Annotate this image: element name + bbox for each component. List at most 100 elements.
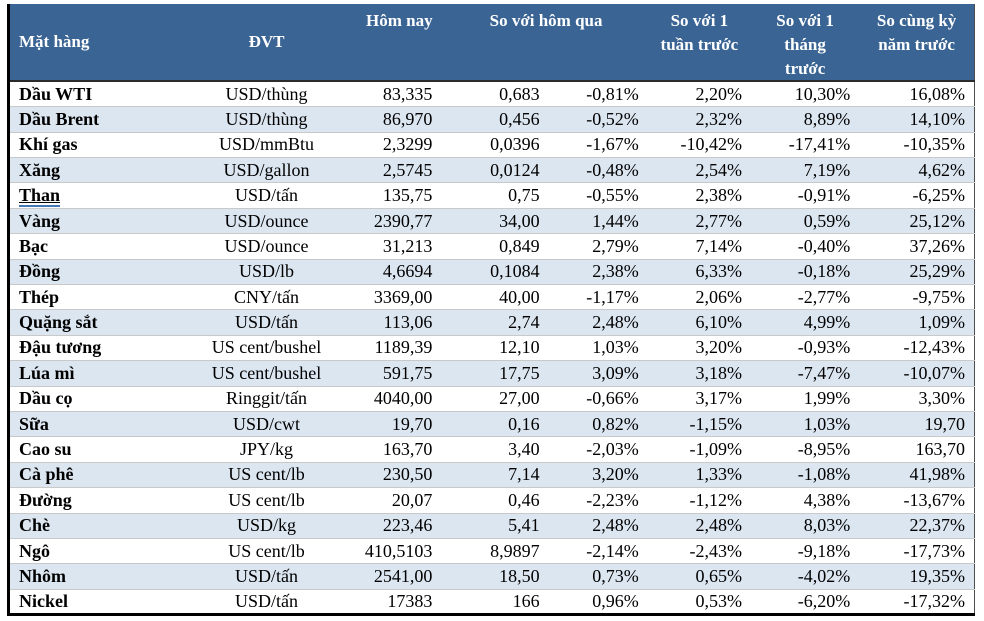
change-abs-cell: 0,1084: [444, 258, 549, 285]
change-abs-cell: 17,75: [444, 360, 549, 387]
vs-year-cell: 163,70: [859, 436, 975, 463]
col-header-vs-month: So với 1 tháng trước: [750, 4, 860, 83]
vs-month-cell: 7,19%: [750, 157, 860, 183]
unit-cell: USD/kg: [178, 512, 355, 539]
vs-year-cell: 22,37%: [859, 512, 975, 539]
vs-month-cell: -7,47%: [750, 360, 860, 387]
commodity-cell: Ngô: [8, 537, 179, 564]
vs-month-cell: 8,03%: [750, 512, 860, 539]
vs-week-cell: 2,54%: [647, 157, 751, 183]
commodity-cell: Than: [8, 182, 179, 209]
vs-month-cell: -0,91%: [750, 182, 860, 209]
today-cell: 1189,39: [354, 334, 445, 361]
change-abs-cell: 27,00: [444, 385, 549, 412]
today-cell: 17383: [354, 588, 445, 615]
today-cell: 223,46: [354, 512, 445, 539]
commodity-cell: Nickel: [8, 588, 179, 615]
commodity-label: Nickel: [19, 590, 68, 611]
vs-year-cell: 14,10%: [859, 106, 975, 133]
change-pct-cell: 0,73%: [548, 563, 648, 590]
col-header-today: Hôm nay: [354, 4, 445, 83]
change-abs-cell: 0,75: [444, 182, 549, 209]
commodity-label: Đồng: [19, 261, 61, 282]
vs-week-cell: 3,20%: [647, 334, 751, 361]
change-pct-cell: -2,14%: [548, 537, 648, 564]
change-pct-cell: -0,66%: [548, 385, 648, 412]
commodity-cell: Dầu WTI: [9, 81, 179, 106]
unit-cell: US cent/lb: [178, 537, 355, 564]
change-pct-cell: -2,03%: [548, 436, 648, 463]
vs-year-cell: -13,67%: [859, 487, 975, 514]
vs-week-cell: -1,15%: [647, 410, 751, 437]
change-abs-cell: 0,456: [444, 106, 549, 133]
change-pct-cell: -2,23%: [548, 487, 648, 514]
commodity-label: Sữa: [19, 413, 49, 434]
vs-year-cell: -17,32%: [859, 588, 975, 615]
vs-year-cell: 3,30%: [859, 385, 975, 412]
vs-week-cell: 2,38%: [647, 182, 751, 209]
col-header-commodity: Mặt hàng: [8, 4, 179, 83]
commodity-label: Nhôm: [19, 566, 67, 586]
change-pct-cell: 1,44%: [548, 207, 648, 234]
commodity-cell: Đường: [8, 487, 179, 514]
unit-cell: USD/thùng: [225, 83, 308, 104]
change-abs-cell: 12,10: [444, 334, 549, 361]
today-cell: 591,75: [354, 360, 445, 387]
today-cell: 163,70: [354, 436, 445, 463]
unit-cell: US cent/lb: [178, 461, 355, 488]
vs-year-cell: -17,73%: [859, 537, 975, 564]
vs-month-cell: -0,93%: [750, 334, 860, 361]
commodity-cell: Quặng sắt: [8, 309, 179, 336]
col-header-vs-week: So với 1 tuần trước: [647, 4, 751, 83]
table-row: Sữa USD/cwt 19,70 0,16 0,82% -1,15% 1,03…: [8, 410, 975, 437]
commodity-cell: Bạc: [8, 233, 179, 260]
change-pct-cell: -1,67%: [548, 131, 648, 158]
table-row: Đường US cent/lb 20,07 0,46 -2,23% -1,12…: [8, 487, 975, 514]
commodity-label: Chè: [19, 515, 50, 536]
change-abs-cell: 0,849: [444, 233, 549, 260]
vs-week-cell: -1,12%: [647, 487, 751, 514]
change-pct-cell: 2,48%: [548, 512, 648, 539]
commodity-label: Thép: [19, 286, 60, 307]
vs-week-cell: -1,09%: [647, 436, 751, 463]
vs-week-cell: 2,20%: [695, 83, 742, 104]
today-cell: 2,5745: [354, 157, 445, 183]
commodity-cell: Xăng: [8, 157, 179, 183]
table-row: Thép CNY/tấn 3369,00 40,00 -1,17% 2,06% …: [8, 284, 975, 310]
vs-month-cell: -4,02%: [750, 563, 860, 590]
today-cell: 86,970: [354, 106, 445, 133]
change-abs-cell: 166: [444, 588, 549, 615]
commodity-label: Đậu tương: [19, 337, 102, 358]
table-row: Cà phê US cent/lb 230,50 7,14 3,20% 1,33…: [8, 461, 975, 488]
vs-month-cell: -6,20%: [750, 588, 860, 615]
table-row: Đậu tương US cent/bushel 1189,39 12,10 1…: [8, 334, 975, 361]
today-cell: 113,06: [354, 309, 445, 336]
table-row: Đồng USD/lb 4,6694 0,1084 2,38% 6,33% -0…: [8, 258, 975, 285]
header-row: Mặt hàng ĐVT Hôm nay So với hôm qua So v…: [8, 4, 975, 83]
commodity-cell: Khí gas: [8, 131, 179, 158]
change-abs-cell: 3,40: [444, 436, 549, 463]
today-cell: 4040,00: [354, 385, 445, 412]
vs-year-cell: 4,62%: [859, 157, 975, 183]
change-abs-cell: 2,74: [444, 309, 549, 336]
vs-week-cell: 2,77%: [647, 207, 751, 234]
vs-month-cell: 0,59%: [750, 207, 860, 234]
change-abs-cell: 8,9897: [444, 537, 549, 564]
vs-month-cell: -8,95%: [750, 436, 860, 463]
unit-cell: CNY/tấn: [178, 284, 355, 310]
vs-year-cell: 19,35%: [859, 563, 975, 590]
commodity-cell: Dầu Brent: [8, 106, 179, 133]
col-header-vs-yesterday: So với hôm qua: [444, 4, 648, 83]
vs-month-cell: 1,99%: [750, 385, 860, 412]
vs-year-cell: -12,43%: [859, 334, 975, 361]
commodity-link[interactable]: Than: [19, 184, 61, 207]
today-cell: 230,50: [354, 461, 445, 488]
table-row: Ngô US cent/lb 410,5103 8,9897 -2,14% -2…: [8, 537, 975, 564]
table-row: Dầu Brent USD/thùng 86,970 0,456 -0,52% …: [8, 106, 975, 133]
vs-month-cell: -17,41%: [750, 131, 860, 158]
commodity-label: Vàng: [19, 210, 61, 231]
table-row: Nhôm USD/tấn 2541,00 18,50 0,73% 0,65% -…: [8, 563, 975, 590]
vs-week-cell: 7,14%: [647, 233, 751, 260]
today-cell: 135,75: [354, 182, 445, 209]
commodity-label: Quặng sắt: [19, 312, 98, 333]
